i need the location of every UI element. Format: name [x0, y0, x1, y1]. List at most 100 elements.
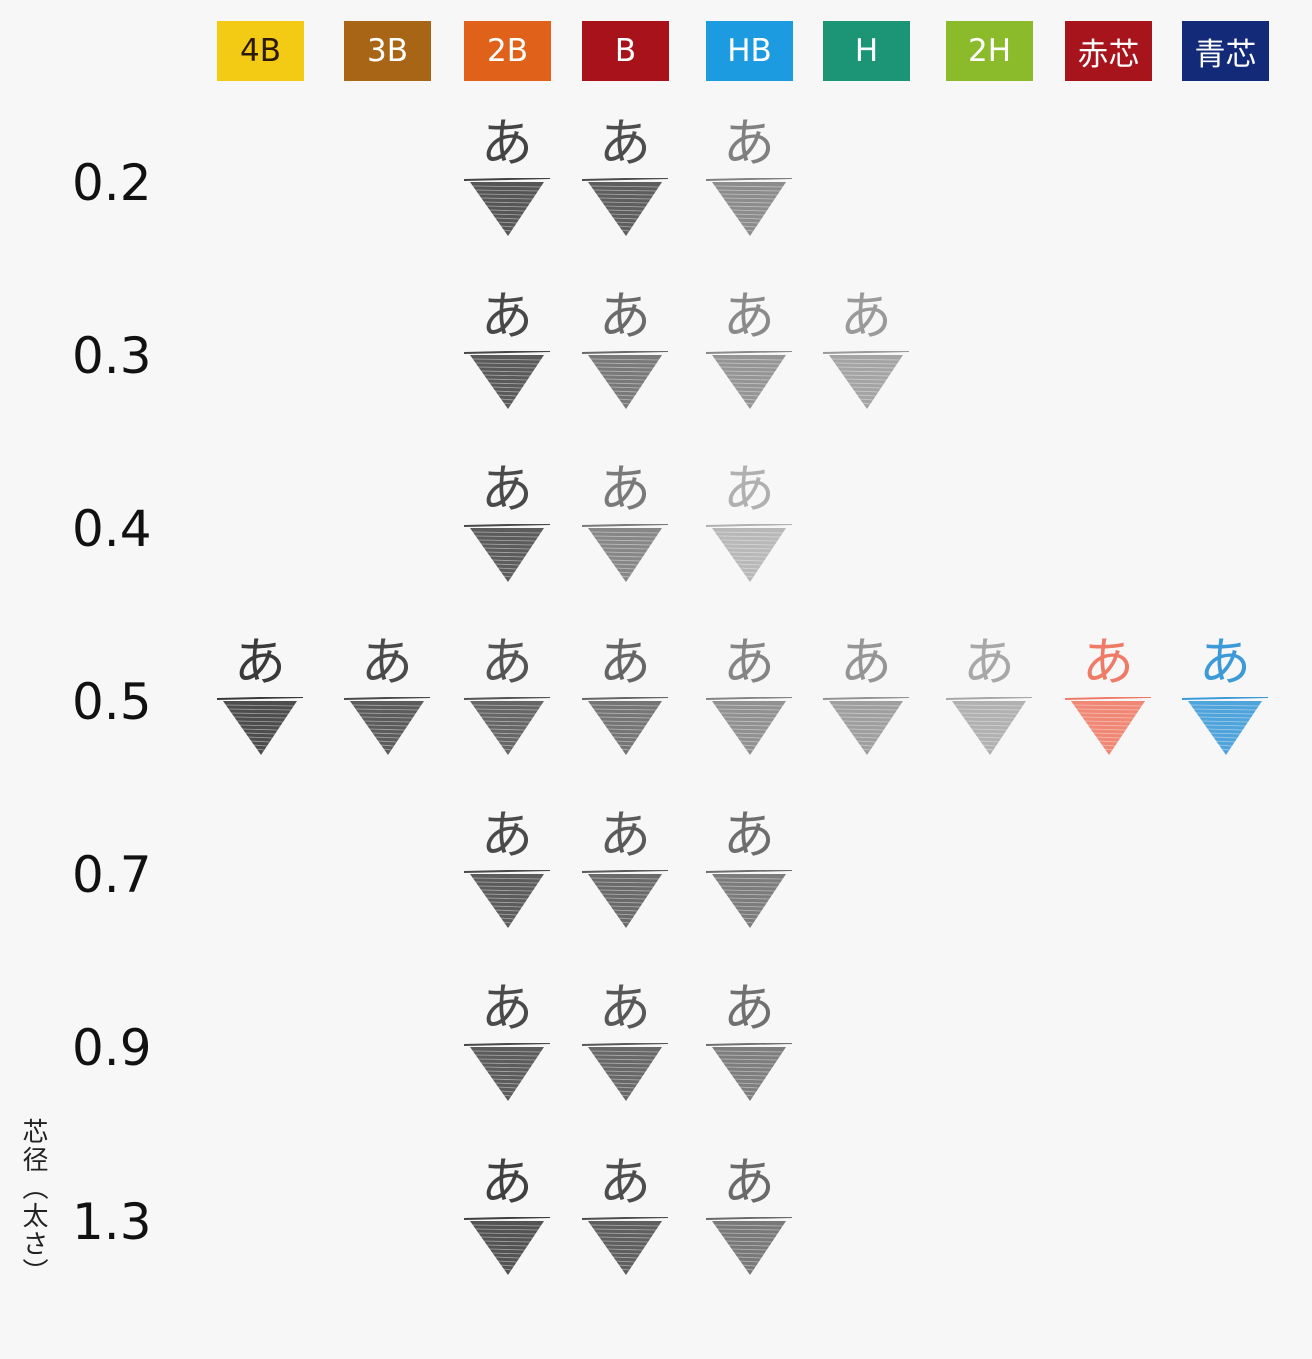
- sample-character: あ: [722, 1153, 775, 1213]
- shading-swatch: [1064, 697, 1152, 755]
- shading-swatch: [463, 870, 551, 928]
- sample-character: あ: [480, 114, 533, 174]
- lead-diameter-label: 芯径（太さ）: [18, 1118, 48, 1286]
- diameter-label: 0.2: [72, 154, 152, 212]
- lead-sample: あ: [1180, 637, 1270, 777]
- sample-character: あ: [598, 979, 651, 1039]
- lead-sample: あ: [944, 637, 1034, 777]
- sample-character: あ: [722, 287, 775, 347]
- shading-swatch: [463, 351, 551, 409]
- shading-swatch: [581, 524, 669, 582]
- shading-swatch: [581, 1217, 669, 1275]
- lead-sample: あ: [462, 810, 552, 950]
- diameter-label: 0.7: [72, 846, 152, 904]
- lead-sample: あ: [580, 118, 670, 258]
- sample-character: あ: [598, 460, 651, 520]
- lead-sample: あ: [580, 810, 670, 950]
- shading-swatch: [581, 178, 669, 236]
- grade-badge-9: 青芯: [1182, 21, 1269, 81]
- grade-badge-6: H: [823, 21, 910, 81]
- lead-sample: あ: [580, 1157, 670, 1297]
- lead-sample: あ: [704, 291, 794, 431]
- shading-swatch: [705, 524, 793, 582]
- shading-swatch: [705, 1217, 793, 1275]
- lead-sample: あ: [462, 983, 552, 1123]
- shading-swatch: [216, 697, 304, 755]
- shading-swatch: [463, 524, 551, 582]
- sample-character: あ: [598, 1153, 651, 1213]
- shading-swatch: [822, 697, 910, 755]
- shading-swatch: [705, 870, 793, 928]
- lead-sample: あ: [1063, 637, 1153, 777]
- lead-sample: あ: [704, 983, 794, 1123]
- sample-character: あ: [1081, 633, 1134, 693]
- shading-swatch: [822, 351, 910, 409]
- lead-sample: あ: [462, 464, 552, 604]
- shading-swatch: [1181, 697, 1269, 755]
- lead-sample: あ: [462, 637, 552, 777]
- sample-character: あ: [1198, 633, 1251, 693]
- sample-character: あ: [233, 633, 286, 693]
- lead-sample: あ: [704, 1157, 794, 1297]
- sample-character: あ: [480, 633, 533, 693]
- sample-character: あ: [480, 460, 533, 520]
- lead-sample: あ: [821, 291, 911, 431]
- sample-character: あ: [598, 287, 651, 347]
- grade-badge-1: 4B: [217, 21, 304, 81]
- sample-character: あ: [598, 114, 651, 174]
- sample-character: あ: [598, 806, 651, 866]
- lead-sample: あ: [821, 637, 911, 777]
- shading-swatch: [463, 178, 551, 236]
- shading-swatch: [463, 1217, 551, 1275]
- shading-swatch: [343, 697, 431, 755]
- lead-sample: あ: [462, 291, 552, 431]
- shading-swatch: [945, 697, 1033, 755]
- diameter-label: 1.3: [72, 1193, 152, 1251]
- shading-swatch: [705, 697, 793, 755]
- sample-character: あ: [839, 287, 892, 347]
- lead-sample: あ: [704, 810, 794, 950]
- sample-character: あ: [722, 633, 775, 693]
- shading-swatch: [705, 351, 793, 409]
- lead-sample: あ: [580, 464, 670, 604]
- lead-sample: あ: [704, 118, 794, 258]
- lead-sample: あ: [215, 637, 305, 777]
- diameter-label: 0.5: [72, 673, 152, 731]
- shading-swatch: [581, 697, 669, 755]
- shading-swatch: [463, 1043, 551, 1101]
- sample-character: あ: [480, 979, 533, 1039]
- shading-swatch: [581, 870, 669, 928]
- sample-character: あ: [360, 633, 413, 693]
- lead-sample: あ: [580, 637, 670, 777]
- lead-sample: あ: [342, 637, 432, 777]
- lead-sample: あ: [462, 1157, 552, 1297]
- lead-sample: あ: [704, 637, 794, 777]
- grade-badge-7: 2H: [946, 21, 1033, 81]
- sample-character: あ: [839, 633, 892, 693]
- lead-sample: あ: [580, 291, 670, 431]
- sample-character: あ: [480, 287, 533, 347]
- shading-swatch: [705, 178, 793, 236]
- sample-character: あ: [598, 633, 651, 693]
- sample-character: あ: [480, 806, 533, 866]
- diameter-label: 0.4: [72, 500, 152, 558]
- grade-badge-8: 赤芯: [1065, 21, 1152, 81]
- grade-badge-4: B: [582, 21, 669, 81]
- grade-badge-5: HB: [706, 21, 793, 81]
- sample-character: あ: [722, 114, 775, 174]
- grade-badge-2: 3B: [344, 21, 431, 81]
- diameter-label: 0.9: [72, 1019, 152, 1077]
- lead-sample: あ: [580, 983, 670, 1123]
- sample-character: あ: [722, 806, 775, 866]
- shading-swatch: [581, 1043, 669, 1101]
- sample-character: あ: [722, 979, 775, 1039]
- shading-swatch: [463, 697, 551, 755]
- sample-character: あ: [962, 633, 1015, 693]
- lead-sample: あ: [462, 118, 552, 258]
- sample-character: あ: [722, 460, 775, 520]
- shading-swatch: [581, 351, 669, 409]
- shading-swatch: [705, 1043, 793, 1101]
- grade-badge-3: 2B: [464, 21, 551, 81]
- diameter-label: 0.3: [72, 327, 152, 385]
- sample-character: あ: [480, 1153, 533, 1213]
